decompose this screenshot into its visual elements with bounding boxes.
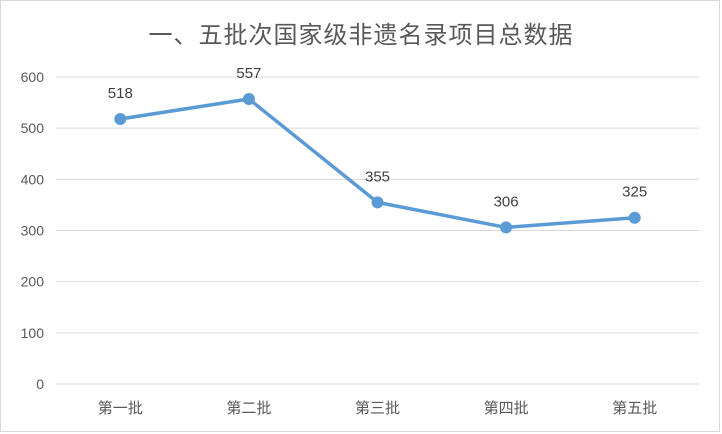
y-tick-label-400: 400 [21, 171, 45, 187]
data-label-1: 518 [108, 85, 133, 102]
data-labels: 518 557 355 306 325 [108, 65, 647, 210]
x-category-label-2: 第二批 [226, 399, 271, 417]
x-category-label-3: 第三批 [355, 399, 400, 417]
chart-title: 一、五批次国家级非遗名录项目总数据 [148, 21, 574, 49]
x-category-label-5: 第五批 [612, 399, 657, 417]
data-label-4: 306 [494, 193, 519, 210]
data-point-5 [628, 211, 641, 224]
y-tick-label-600: 600 [21, 69, 45, 85]
y-tick-label-200: 200 [21, 274, 45, 290]
gridlines [56, 76, 699, 385]
y-tick-label-100: 100 [21, 325, 45, 341]
data-label-5: 325 [622, 184, 647, 201]
y-tick-label-0: 0 [36, 376, 44, 392]
y-tick-label-500: 500 [21, 120, 45, 136]
x-category-label-1: 第一批 [98, 399, 143, 417]
y-axis-tick-labels: 0 100 200 300 400 500 600 [21, 69, 45, 392]
data-label-2: 557 [236, 65, 261, 82]
x-category-label-4: 第四批 [484, 399, 529, 417]
y-tick-label-300: 300 [21, 223, 45, 239]
data-point-1 [114, 112, 127, 125]
data-point-3 [371, 196, 384, 209]
data-label-3: 355 [365, 168, 390, 185]
data-point-4 [500, 221, 513, 234]
data-point-2 [242, 93, 255, 106]
x-axis-category-labels: 第一批 第二批 第三批 第四批 第五批 [98, 399, 657, 417]
series-line-group [114, 93, 641, 234]
